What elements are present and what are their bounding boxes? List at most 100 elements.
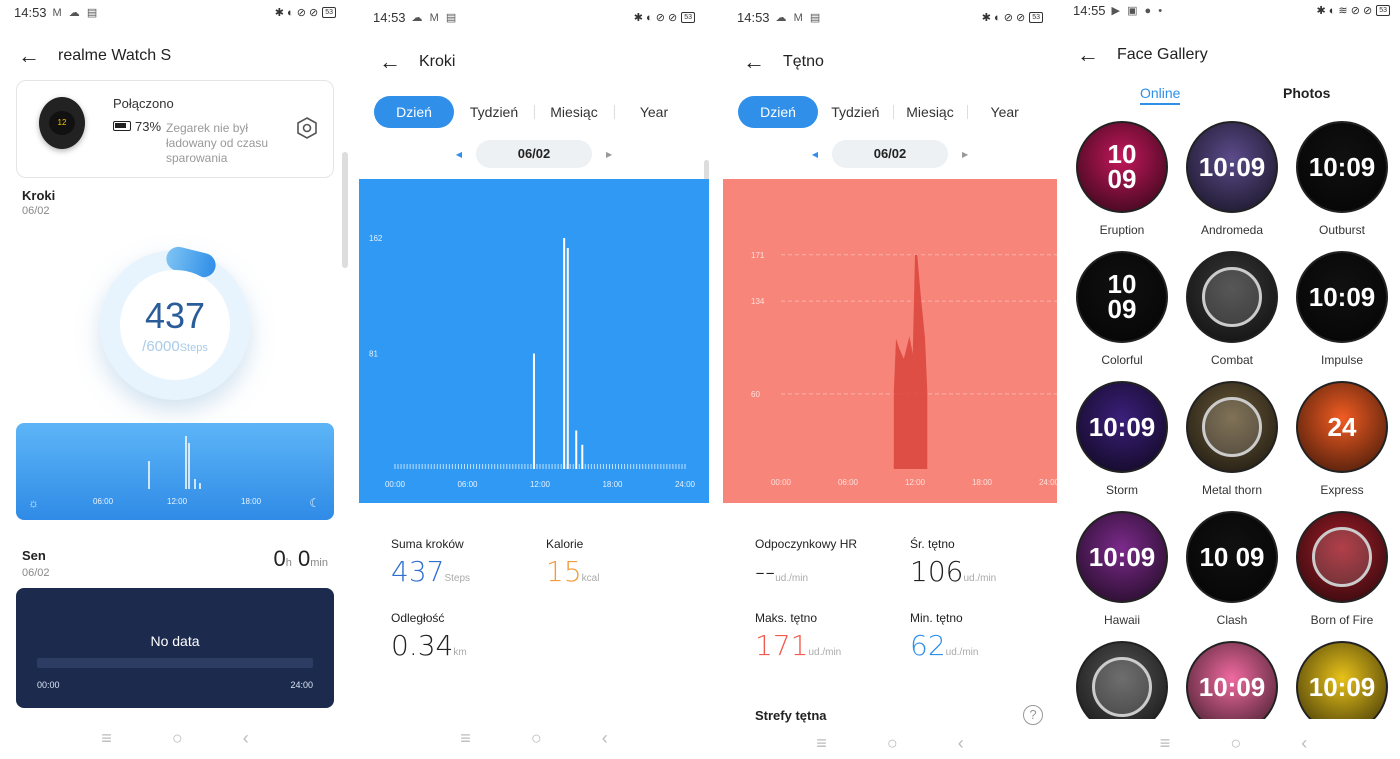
current-date[interactable]: 06/02 — [476, 140, 592, 168]
back-arrow-icon[interactable]: ← — [18, 43, 40, 68]
watch-face-item[interactable] — [1076, 641, 1168, 743]
charging-note: Zegarek nie był ładowany od czasu sparow… — [166, 121, 269, 165]
system-nav-bar: ≡ ○ ‹ — [359, 728, 709, 749]
stat-unit: kcal — [581, 573, 600, 584]
x-tick-label: 24:00 — [1039, 478, 1057, 487]
watch-face-item[interactable]: 10:09 Storm — [1076, 381, 1168, 497]
home-icon[interactable]: ○ — [171, 728, 183, 748]
watch-face-thumbnail — [1186, 251, 1278, 343]
face-gallery-screen: 14:55 ▶ ▣ ● • ✱ ◐ ≋ ⊘ ⊘ 53 ← Face Gallery… — [1067, 0, 1400, 759]
x-tick-label: 12:00 — [905, 478, 926, 487]
x-tick-label: 18:00 — [972, 478, 993, 487]
steps-value: 437 — [144, 295, 206, 336]
watch-face-time: 10:09 — [1088, 411, 1156, 442]
page-title: realme Watch S — [58, 47, 172, 64]
tab-week[interactable]: Tydzień — [831, 104, 880, 120]
back-icon[interactable]: ‹ — [601, 728, 608, 748]
stat-label: Min. tętno — [910, 611, 963, 625]
steps-chart[interactable]: 81 162 00:00 06:00 12:00 18:00 24:00 — [359, 179, 709, 503]
app-bar: ← Kroki — [379, 49, 455, 74]
next-date-icon[interactable]: ▶ — [606, 149, 613, 159]
device-card[interactable]: 12 Połączono 73% Zegarek nie był ładowan… — [16, 80, 334, 178]
steps-mini-chart[interactable]: ☼ 06:00 12:00 18:00 ☾ — [16, 423, 334, 520]
home-icon[interactable]: ○ — [530, 728, 542, 748]
tab-photos[interactable]: Photos — [1283, 85, 1331, 101]
watch-overview-screen: 14:53 M ☁ ▤ ✱ ◐ ⊘ ⊘ 53 ← realme Watch S 1… — [0, 0, 350, 759]
tab-month[interactable]: Miesiąc — [892, 96, 968, 128]
menu-icon[interactable]: ≡ — [460, 728, 471, 748]
stat-value: --ud./min — [755, 555, 857, 588]
back-arrow-icon[interactable]: ← — [743, 49, 765, 74]
back-icon[interactable]: ‹ — [1301, 733, 1308, 753]
watch-face-item[interactable]: 10 09 Clash — [1186, 511, 1278, 627]
distance-stat: Odległość 0.34km — [391, 611, 467, 662]
tab-online[interactable]: Online — [1140, 85, 1181, 105]
menu-icon[interactable]: ≡ — [1159, 733, 1171, 753]
watch-face-item[interactable]: Metal thorn — [1186, 381, 1278, 497]
watch-face-thumbnail: 10:09 — [1186, 641, 1278, 733]
watch-face-time: 10:09 — [1308, 151, 1376, 182]
current-date[interactable]: 06/02 — [832, 140, 948, 168]
stat-value: 0.34km — [391, 629, 467, 662]
tab-day[interactable]: Dzień — [374, 96, 454, 128]
back-icon[interactable]: ‹ — [242, 728, 249, 748]
stat-value: 15kcal — [546, 555, 599, 588]
watch-face-item[interactable]: 10:09 Andromeda — [1186, 121, 1278, 237]
settings-hexagon-icon[interactable] — [297, 117, 317, 144]
help-icon[interactable]: ? — [1023, 705, 1043, 725]
status-bar: 14:53 ☁ M ▤ ✱ ◐ ⊘ ⊘ 53 — [373, 9, 695, 25]
watch-face-item[interactable]: 10 09 Colorful — [1076, 251, 1168, 367]
steps-chart-svg: 81 162 00:00 06:00 12:00 18:00 24:00 — [369, 234, 696, 489]
watch-face-time: 10 09 — [1107, 269, 1137, 324]
back-icon[interactable]: ‹ — [957, 733, 964, 753]
watch-face-item[interactable]: 10:09 Outburst — [1296, 121, 1388, 237]
tab-year[interactable]: Year — [614, 96, 694, 128]
watch-face-item[interactable]: 10:09 Impulse — [1296, 251, 1388, 367]
stat-label: Śr. tętno — [910, 537, 955, 551]
min-hr-stat: Min. tętno 62ud./min — [910, 611, 978, 662]
y-tick-label: 134 — [751, 297, 765, 306]
tab-year[interactable]: Year — [967, 96, 1042, 128]
watch-face-time: 10:09 — [1088, 541, 1156, 572]
heart-rate-area — [893, 254, 928, 469]
watch-face-item[interactable]: 10:09 — [1296, 641, 1388, 743]
menu-icon[interactable]: ≡ — [101, 728, 112, 748]
watch-face-item[interactable]: 24 Express — [1296, 381, 1388, 497]
prev-date-icon[interactable]: ◀ — [811, 149, 818, 159]
next-date-icon[interactable]: ▶ — [962, 149, 969, 159]
watch-face-name: Express — [1320, 483, 1364, 497]
system-nav-bar: ≡ ○ ‹ — [1067, 719, 1400, 759]
home-icon[interactable]: ○ — [886, 733, 898, 753]
steps-progress-ring[interactable]: 437 /6000Steps — [100, 244, 250, 400]
watch-face-item[interactable]: 10:09 Hawaii — [1076, 511, 1168, 627]
battery-icon: 53 — [322, 6, 336, 18]
tab-day[interactable]: Dzień — [738, 96, 818, 128]
battery-icon — [113, 121, 131, 131]
system-icons: ✱ ◐ ⊘ ⊘ — [633, 11, 678, 24]
back-arrow-icon[interactable]: ← — [379, 49, 401, 74]
sleep-card[interactable]: No data 00:00 24:00 — [16, 588, 334, 708]
watch-face-name: Born of Fire — [1310, 613, 1374, 627]
moon-icon: ☾ — [309, 496, 320, 510]
max-hr-value: 171 — [755, 629, 809, 662]
stat-label: Suma kroków — [391, 537, 464, 551]
prev-date-icon[interactable]: ◀ — [455, 149, 462, 159]
x-tick-label: 12:00 — [530, 480, 551, 489]
sleep-end: 24:00 — [290, 680, 313, 690]
watch-face-item[interactable]: 10 09 Eruption — [1076, 121, 1168, 237]
stat-value: 106ud./min — [910, 555, 996, 588]
tab-week[interactable]: Tydzień — [469, 104, 519, 120]
stat-label: Odległość — [391, 611, 445, 625]
watch-face-item[interactable]: 10:09 — [1186, 641, 1278, 743]
back-arrow-icon[interactable]: ← — [1077, 42, 1099, 67]
watch-image: 12 — [39, 97, 85, 149]
watch-face-name: Colorful — [1101, 353, 1143, 367]
watch-face-item[interactable]: Born of Fire — [1296, 511, 1388, 627]
menu-icon[interactable]: ≡ — [816, 733, 827, 753]
home-icon[interactable]: ○ — [1230, 733, 1242, 753]
tab-month[interactable]: Miesiąc — [534, 96, 614, 128]
watch-face-item[interactable]: Combat — [1186, 251, 1278, 367]
notification-icons: ☁ M ▤ — [411, 11, 459, 24]
scrollbar[interactable] — [342, 152, 348, 268]
heart-rate-chart[interactable]: 60 134 171 00:00 06:00 12:00 18:00 24:00 — [723, 179, 1057, 503]
